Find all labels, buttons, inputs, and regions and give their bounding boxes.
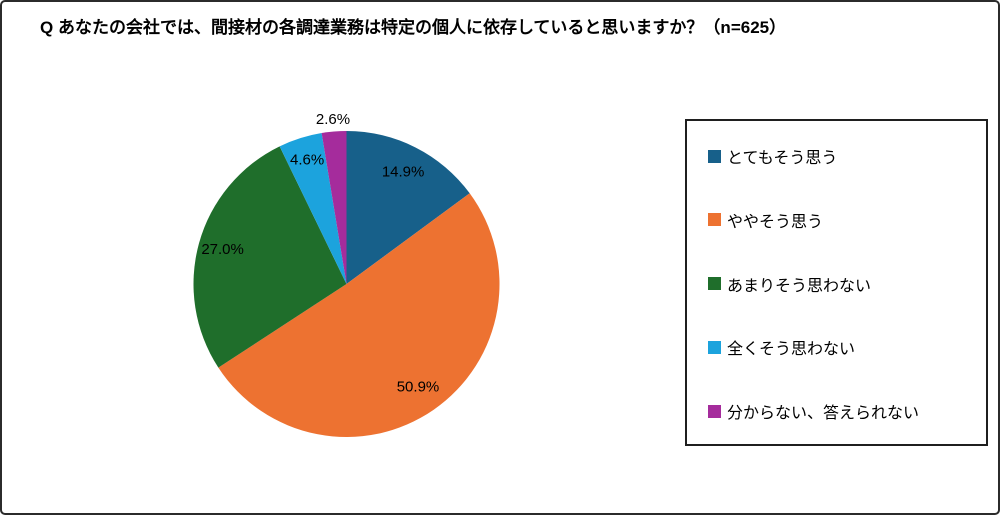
pie-slice-label-1: 14.9% [382,164,425,181]
pie-slice-3 [193,146,347,368]
legend-item-label: とてもそう思う [727,150,838,167]
legend-swatch-icon [708,404,721,418]
legend-item-2: ややそう思う [708,209,976,231]
legend-swatch-icon [708,213,721,227]
legend-swatch-icon [708,149,721,163]
pie-slice-5 [321,131,347,284]
legend-item-1: とてもそう思う [708,145,976,167]
question-title: Q あなたの会社では、間接材の各調達業務は特定の個人に依存していると思いますか？… [40,18,787,37]
legend-swatch-icon [708,340,721,354]
pie-slice-label-4: 4.6% [290,152,324,169]
pie-slice-4 [279,133,347,284]
legend-box: とてもそう思う ややそう思う あまりそう思わない 全くそう思わない 分からない、… [685,119,988,446]
pie-slice-1 [346,131,470,284]
legend-item-label: 分からない、答えられない [727,405,920,422]
legend-item-label: 全くそう思わない [727,341,856,359]
pie-slice-label-5: 2.6% [316,111,350,128]
legend-item-3: あまりそう思わない [708,273,976,295]
pie-slice-2 [218,193,500,438]
legend-item-4: 全くそう思わない [708,336,976,358]
pie-slice-label-3: 27.0% [201,241,244,258]
pie-slice-label-2: 50.9% [397,379,440,396]
legend-item-5: 分からない、答えられない [708,400,976,422]
legend-swatch-icon [708,277,721,290]
legend-item-label: あまりそう思わない [727,277,872,295]
legend-item-label: ややそう思う [727,213,824,231]
